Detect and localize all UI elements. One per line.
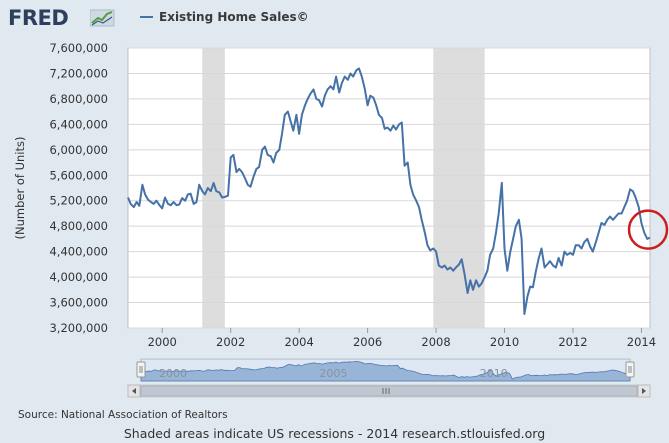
y-tick-label: 4,400,000 [49,245,108,259]
y-tick-label: 3,600,000 [49,296,108,310]
y-tick-label: 4,800,000 [49,219,108,233]
x-tick-label: 2006 [353,335,382,349]
logo-chart-icon [90,9,115,27]
legend-swatch [140,16,153,18]
y-tick-label: 3,200,000 [49,321,108,335]
x-tick-label: 2010 [490,335,519,349]
y-tick-label: 5,600,000 [49,168,108,182]
x-tick-label: 2014 [627,335,656,349]
arrow-right-icon [642,388,646,394]
y-tick-label: 6,800,000 [49,92,108,106]
recession-note: Shaded areas indicate US recessions - 20… [123,426,546,441]
x-tick-label: 2000 [148,335,177,349]
y-tick-label: 4,000,000 [49,270,108,284]
series-line-existing-home-sales[interactable] [127,67,651,315]
navigator-handle-right[interactable] [625,361,635,378]
x-tick-label: 2002 [216,335,245,349]
x-tick-label: 2008 [421,335,450,349]
chart-legend[interactable]: Existing Home Sales© [140,10,309,24]
y-tick-label: 6,000,000 [49,143,108,157]
legend-label: Existing Home Sales© [159,10,309,24]
source-note: Source: National Association of Realtors [18,409,228,421]
navigator-label: 2005 [319,367,347,380]
navigator-label: 2000 [159,367,187,380]
fred-logo: FRED [8,6,69,30]
x-tick-label: 2012 [558,335,587,349]
navigator-selection[interactable] [141,359,630,381]
navigator-handle-left[interactable] [136,361,146,378]
y-axis-label: (Number of Units) [13,137,27,240]
y-tick-label: 5,200,000 [49,194,108,208]
arrow-left-icon [132,388,136,394]
y-tick-label: 6,400,000 [49,117,108,131]
highlight-circle [627,209,669,250]
y-tick-label: 7,200,000 [49,66,108,80]
recession-band [202,48,225,328]
x-tick-label: 2004 [285,335,314,349]
navigator-label: 2010 [480,367,508,380]
navigator-series [140,360,631,382]
recession-band [433,48,485,328]
y-tick-label: 7,600,000 [49,41,108,55]
